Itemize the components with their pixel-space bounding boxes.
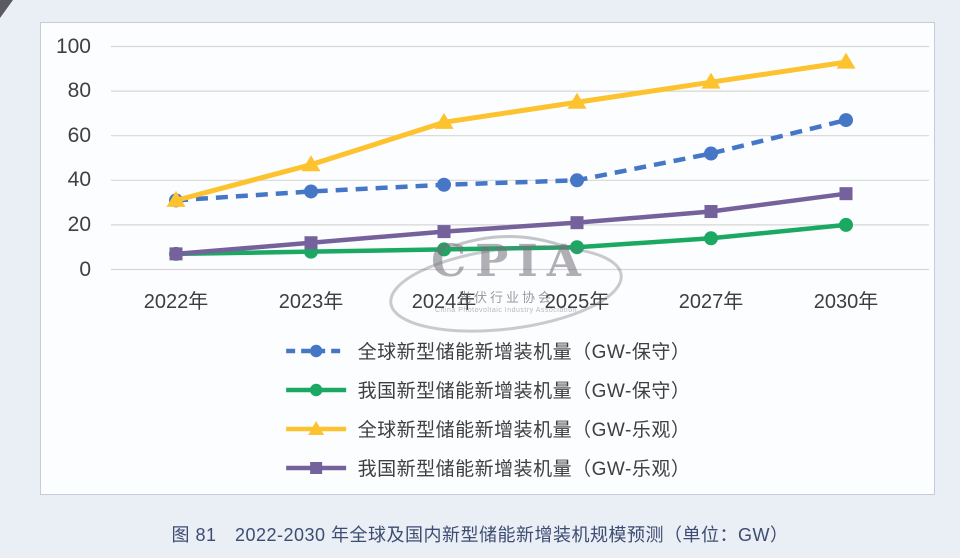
data-point-marker bbox=[570, 173, 584, 188]
data-point-marker bbox=[166, 190, 186, 207]
y-tick-label: 100 bbox=[55, 34, 91, 58]
data-point-marker bbox=[434, 112, 454, 129]
data-point-marker bbox=[704, 146, 718, 161]
legend-label: 我国新型储能新增装机量（GW-保守） bbox=[357, 381, 691, 402]
legend-marker-icon bbox=[309, 383, 322, 396]
y-tick-label: 60 bbox=[67, 123, 91, 147]
y-tick-label: 20 bbox=[67, 212, 91, 236]
data-point-marker bbox=[301, 155, 321, 172]
data-point-marker bbox=[437, 225, 451, 239]
x-tick-label: 2022年 bbox=[143, 291, 209, 313]
data-point-marker bbox=[836, 52, 856, 69]
legend-line-sample-icon bbox=[285, 420, 346, 435]
x-tick-label: 2025年 bbox=[544, 291, 610, 313]
series-line bbox=[175, 222, 847, 257]
line-chart bbox=[111, 45, 929, 271]
data-point-marker bbox=[169, 247, 183, 261]
legend-line-sample-icon bbox=[285, 344, 346, 357]
chart-legend: 全球新型储能新增装机量（GW-保守） 我国新型储能新增装机量（GW-保守） 全球新型… bbox=[285, 331, 691, 487]
x-tick-label: 2030年 bbox=[813, 291, 879, 313]
x-tick-label: 2027年 bbox=[678, 291, 744, 313]
legend-label: 全球新型储能新增装机量（GW-乐观） bbox=[357, 420, 691, 441]
page-corner-artifact bbox=[0, 0, 13, 18]
data-point-marker bbox=[304, 184, 318, 199]
data-point-marker bbox=[839, 187, 853, 201]
data-point-marker bbox=[570, 216, 584, 230]
legend-line-sample-icon bbox=[285, 383, 346, 396]
data-point-marker bbox=[437, 242, 451, 257]
data-point-marker bbox=[304, 236, 318, 250]
figure-caption: 图 81 2022-2030 年全球及国内新型储能新增装机规模预测（单位：GW） bbox=[171, 525, 789, 545]
y-tick-label: 40 bbox=[67, 168, 91, 192]
data-point-marker bbox=[437, 177, 451, 192]
series-line bbox=[175, 191, 847, 257]
data-point-marker bbox=[701, 72, 721, 89]
chart-panel: 0 20 40 60 80 100 2022年 2023年 2024年 2025年 2027年 20… bbox=[40, 22, 935, 495]
legend-label: 全球新型储能新增装机量（GW-保守） bbox=[357, 342, 691, 363]
y-tick-label: 80 bbox=[67, 79, 91, 103]
legend-label: 我国新型储能新增装机量（GW-乐观） bbox=[357, 459, 691, 480]
y-tick-label: 0 bbox=[79, 257, 91, 281]
series-line bbox=[175, 59, 847, 203]
data-point-marker bbox=[839, 217, 853, 232]
legend-row: 我国新型储能新增装机量（GW-保守） bbox=[285, 370, 691, 409]
series-line bbox=[175, 117, 847, 203]
legend-marker-icon bbox=[307, 420, 324, 435]
x-tick-label: 2023年 bbox=[278, 291, 344, 313]
legend-row: 全球新型储能新增装机量（GW-保守） bbox=[285, 331, 691, 370]
data-point-marker bbox=[570, 240, 584, 255]
data-point-marker bbox=[839, 113, 853, 128]
legend-marker-icon bbox=[309, 344, 322, 357]
legend-line-sample-icon bbox=[285, 461, 346, 474]
legend-row: 我国新型储能新增装机量（GW-乐观） bbox=[285, 448, 691, 487]
legend-marker-icon bbox=[309, 461, 322, 474]
legend-row: 全球新型储能新增装机量（GW-乐观） bbox=[285, 409, 691, 448]
data-point-marker bbox=[704, 231, 718, 246]
data-point-marker bbox=[567, 92, 587, 109]
x-tick-label: 2024年 bbox=[411, 291, 477, 313]
y-axis-labels: 0 20 40 60 80 100 bbox=[41, 23, 91, 494]
data-point-marker bbox=[704, 205, 718, 219]
